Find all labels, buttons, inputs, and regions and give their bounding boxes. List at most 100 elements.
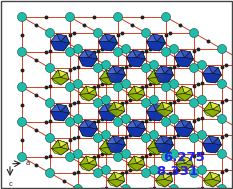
- Circle shape: [45, 29, 55, 37]
- Circle shape: [161, 118, 171, 126]
- Polygon shape: [107, 102, 116, 111]
- Polygon shape: [79, 120, 89, 127]
- Circle shape: [189, 133, 199, 143]
- Circle shape: [73, 184, 82, 189]
- Circle shape: [65, 83, 75, 91]
- Polygon shape: [99, 41, 117, 51]
- Circle shape: [17, 83, 27, 91]
- Circle shape: [189, 29, 199, 37]
- Polygon shape: [175, 120, 193, 137]
- Polygon shape: [51, 147, 69, 155]
- Polygon shape: [133, 50, 142, 57]
- Circle shape: [161, 12, 171, 22]
- Polygon shape: [99, 77, 116, 85]
- Circle shape: [93, 98, 103, 108]
- Polygon shape: [147, 70, 157, 78]
- Polygon shape: [175, 50, 193, 67]
- Polygon shape: [181, 50, 190, 57]
- Polygon shape: [99, 104, 117, 121]
- Polygon shape: [147, 140, 157, 149]
- Polygon shape: [147, 104, 157, 112]
- Circle shape: [198, 95, 206, 105]
- Polygon shape: [147, 104, 165, 121]
- Polygon shape: [154, 70, 164, 77]
- Circle shape: [93, 169, 103, 177]
- Polygon shape: [175, 86, 192, 101]
- Polygon shape: [109, 106, 117, 113]
- Polygon shape: [154, 66, 173, 83]
- Polygon shape: [175, 94, 192, 101]
- Polygon shape: [116, 175, 124, 181]
- Circle shape: [93, 133, 103, 143]
- Circle shape: [113, 47, 123, 57]
- Polygon shape: [106, 136, 125, 153]
- Polygon shape: [155, 102, 172, 117]
- Polygon shape: [109, 36, 117, 43]
- Polygon shape: [89, 122, 97, 129]
- Polygon shape: [210, 172, 219, 180]
- Polygon shape: [127, 57, 145, 67]
- Polygon shape: [203, 180, 220, 187]
- Polygon shape: [79, 50, 89, 57]
- Circle shape: [65, 12, 75, 22]
- Polygon shape: [137, 89, 144, 95]
- Polygon shape: [202, 66, 221, 83]
- Polygon shape: [85, 120, 94, 127]
- Polygon shape: [147, 77, 164, 85]
- Polygon shape: [99, 70, 116, 85]
- Circle shape: [169, 184, 178, 189]
- Polygon shape: [89, 52, 97, 59]
- Polygon shape: [51, 34, 61, 41]
- Polygon shape: [61, 36, 69, 43]
- Polygon shape: [99, 34, 117, 51]
- Polygon shape: [116, 105, 124, 112]
- Polygon shape: [51, 70, 69, 85]
- Polygon shape: [155, 172, 172, 187]
- Polygon shape: [202, 143, 221, 153]
- Polygon shape: [155, 172, 164, 180]
- Circle shape: [102, 60, 110, 70]
- Polygon shape: [106, 74, 125, 83]
- Polygon shape: [127, 120, 145, 137]
- Polygon shape: [164, 105, 172, 112]
- Polygon shape: [154, 66, 164, 74]
- Polygon shape: [99, 140, 109, 149]
- Polygon shape: [137, 52, 145, 59]
- Circle shape: [217, 149, 226, 159]
- Polygon shape: [203, 102, 212, 111]
- Polygon shape: [161, 136, 170, 143]
- Polygon shape: [154, 143, 173, 153]
- Text: c: c: [9, 181, 13, 187]
- Polygon shape: [51, 104, 69, 121]
- Polygon shape: [203, 172, 220, 187]
- Polygon shape: [99, 112, 117, 121]
- Polygon shape: [114, 102, 123, 109]
- Polygon shape: [51, 112, 69, 121]
- Polygon shape: [164, 68, 173, 75]
- Polygon shape: [86, 156, 96, 163]
- Circle shape: [65, 118, 75, 126]
- Circle shape: [169, 44, 178, 53]
- Polygon shape: [164, 175, 172, 181]
- Polygon shape: [203, 109, 220, 117]
- Polygon shape: [182, 86, 192, 94]
- Polygon shape: [107, 172, 124, 187]
- Polygon shape: [127, 94, 144, 101]
- Circle shape: [17, 153, 27, 161]
- Text: a: a: [26, 160, 30, 166]
- Polygon shape: [79, 50, 97, 67]
- Polygon shape: [79, 163, 96, 171]
- Polygon shape: [185, 89, 192, 95]
- Polygon shape: [127, 86, 144, 101]
- Polygon shape: [157, 73, 164, 80]
- Polygon shape: [127, 50, 137, 57]
- Polygon shape: [79, 86, 96, 101]
- Polygon shape: [212, 105, 220, 112]
- Polygon shape: [106, 136, 116, 143]
- Polygon shape: [113, 136, 122, 143]
- Polygon shape: [137, 159, 144, 166]
- Polygon shape: [57, 34, 66, 41]
- Circle shape: [150, 60, 158, 70]
- Polygon shape: [203, 102, 220, 117]
- Polygon shape: [127, 120, 137, 127]
